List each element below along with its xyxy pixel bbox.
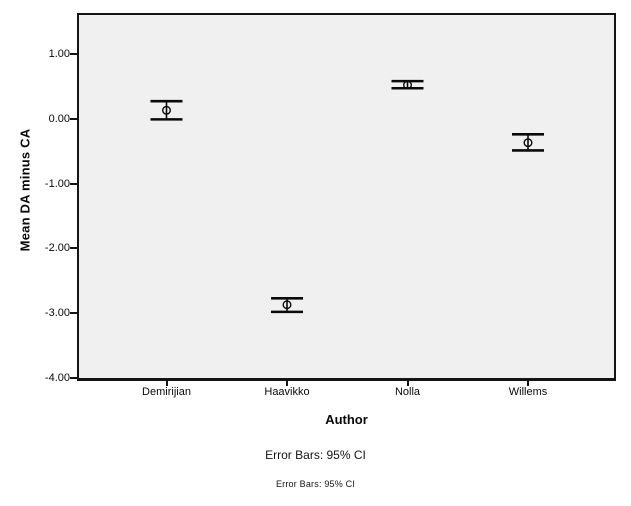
x-tick-mark [406,381,409,386]
x-tick-label-willems: Willems [508,386,548,398]
y-tick-label: -2.00 [44,242,70,255]
mean-marker [403,80,413,90]
error-bar-layer [150,79,544,314]
y-tick-label: 0.00 [48,112,70,125]
y-tick-label: -3.00 [44,307,70,320]
x-tick-label-demirijian: Demirijian [142,386,191,398]
error-bar-nolla [391,79,424,90]
y-axis-title: Mean DA minus CA [17,128,33,252]
error-bars-footnote-small: Error Bars: 95% CI [275,479,356,489]
y-tick-label: -1.00 [44,177,70,190]
y-tick-label: 1.00 [48,47,70,60]
mean-marker [161,105,171,115]
y-tick-mark [70,117,77,120]
plot-area [77,13,616,381]
mean-marker [523,138,533,148]
y-tick-mark [70,312,77,315]
error-bar-demirijian [150,99,183,121]
mean-marker [282,300,292,310]
x-tick-label-nolla: Nolla [394,386,421,398]
y-tick-label: -4.00 [44,372,70,384]
error-bar-willems [512,132,544,152]
y-tick-mark [70,377,77,379]
x-axis-title: Author [325,412,368,427]
error-bar-haavikko [271,296,303,314]
x-tick-mark [165,381,168,386]
error-bars-footnote: Error Bars: 95% CI [265,448,366,462]
x-tick-mark [527,381,529,386]
y-tick-mark [70,247,77,250]
y-tick-mark [70,52,77,55]
x-tick-label-haavikko: Haavikko [264,386,310,398]
y-tick-mark [70,182,77,185]
x-tick-mark [286,381,288,386]
